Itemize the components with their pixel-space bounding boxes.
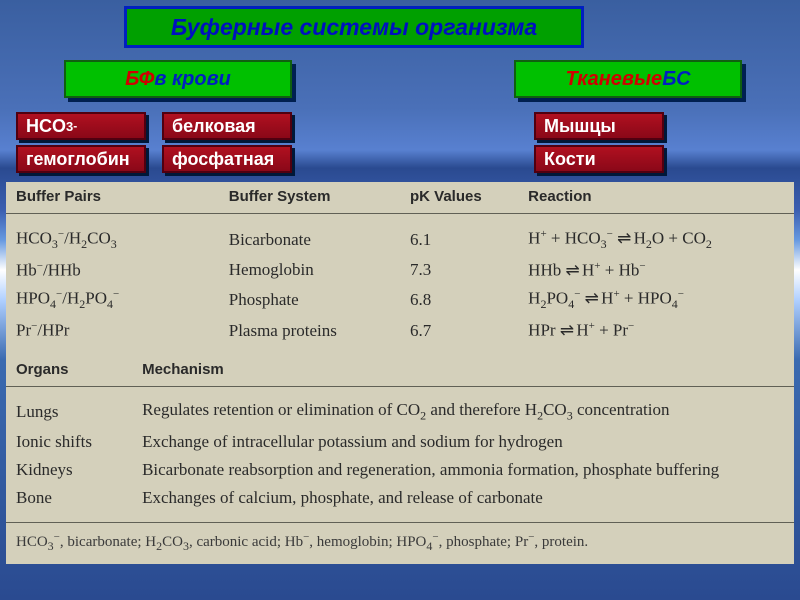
table-row: KidneysBicarbonate reabsorption and rege… (6, 456, 794, 484)
buffer-pairs-table: Buffer PairsBuffer SystempK ValuesReacti… (6, 182, 794, 355)
category-blood: БФ в крови (64, 60, 292, 98)
table1-header: Buffer System (219, 182, 400, 214)
table-row: Pr−/HPrPlasma proteins6.7HPr ⇌ H+ + Pr− (6, 316, 794, 345)
table-row: Ionic shiftsExchange of intracellular po… (6, 428, 794, 456)
category-blood-blue: в крови (154, 68, 231, 91)
cell-pair: HPO4−/H2PO4− (6, 284, 219, 316)
cell-pk: 6.1 (400, 224, 518, 256)
category-blood-red: БФ (125, 68, 154, 91)
tag-bones: Кости (534, 145, 664, 173)
cell-reaction: H2PO4− ⇌ H+ + HPO4− (518, 284, 794, 316)
cell-organ: Lungs (6, 396, 132, 427)
table1-header: pK Values (400, 182, 518, 214)
table2-header: Organs (6, 355, 132, 387)
table-row: Hb−/HHbHemoglobin7.3HHb ⇌ H+ + Hb− (6, 256, 794, 285)
cell-organ: Bone (6, 484, 132, 512)
cell-system: Bicarbonate (219, 224, 400, 256)
cell-pair: Hb−/HHb (6, 256, 219, 285)
cell-pk: 7.3 (400, 256, 518, 285)
category-tissue-blue: БС (662, 68, 690, 91)
table-row: BoneExchanges of calcium, phosphate, and… (6, 484, 794, 512)
cell-system: Plasma proteins (219, 316, 400, 345)
footnote: HCO3−, bicarbonate; H2CO3, carbonic acid… (6, 522, 794, 564)
table2-header: Mechanism (132, 355, 794, 387)
title-text: Буферные системы организма (171, 14, 537, 41)
tag-hemoglobin: гемоглобин (16, 145, 146, 173)
cell-organ: Ionic shifts (6, 428, 132, 456)
table1-header: Reaction (518, 182, 794, 214)
cell-pair: HCO3−/H2CO3 (6, 224, 219, 256)
cell-pair: Pr−/HPr (6, 316, 219, 345)
cell-reaction: HHb ⇌ H+ + Hb− (518, 256, 794, 285)
tag-protein: белковая (162, 112, 292, 140)
cell-system: Hemoglobin (219, 256, 400, 285)
cell-mechanism: Exchange of intracellular potassium and … (132, 428, 794, 456)
cell-mechanism: Regulates retention or elimination of CO… (132, 396, 794, 427)
cell-mechanism: Exchanges of calcium, phosphate, and rel… (132, 484, 794, 512)
cell-system: Phosphate (219, 284, 400, 316)
tag-hco3: HCO3- (16, 112, 146, 140)
table-row: HPO4−/H2PO4−Phosphate6.8H2PO4− ⇌ H+ + HP… (6, 284, 794, 316)
tag-phosphate: фосфатная (162, 145, 292, 173)
cell-mechanism: Bicarbonate reabsorption and regeneratio… (132, 456, 794, 484)
table-row: LungsRegulates retention or elimination … (6, 396, 794, 427)
cell-organ: Kidneys (6, 456, 132, 484)
tag-muscles: Мышцы (534, 112, 664, 140)
organs-table: OrgansMechanism LungsRegulates retention… (6, 355, 794, 522)
cell-pk: 6.7 (400, 316, 518, 345)
table-row: HCO3−/H2CO3Bicarbonate6.1H+ + HCO3− ⇌ H2… (6, 224, 794, 256)
cell-reaction: HPr ⇌ H+ + Pr− (518, 316, 794, 345)
cell-pk: 6.8 (400, 284, 518, 316)
table1-header: Buffer Pairs (6, 182, 219, 214)
category-tissue-red: Тканевые (565, 68, 662, 91)
title-heading: Буферные системы организма (124, 6, 584, 48)
category-tissue: Тканевые БС (514, 60, 742, 98)
cell-reaction: H+ + HCO3− ⇌ H2O + CO2 (518, 224, 794, 256)
tables-panel: Buffer PairsBuffer SystempK ValuesReacti… (6, 182, 794, 564)
